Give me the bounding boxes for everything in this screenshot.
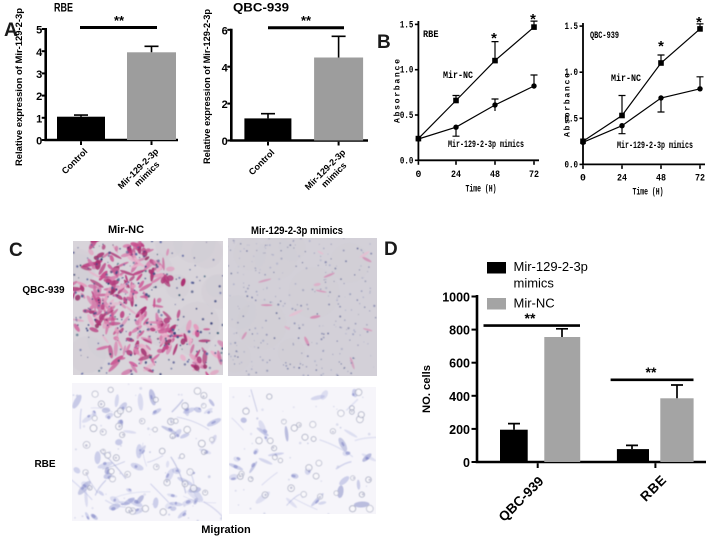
svg-text:Mir-NC: Mir-NC <box>611 73 641 85</box>
svg-text:0: 0 <box>580 172 586 183</box>
svg-text:NO. cells: NO. cells <box>421 365 433 413</box>
svg-text:**: ** <box>301 13 312 28</box>
svg-text:800: 800 <box>449 324 470 338</box>
svg-text:1.0: 1.0 <box>565 67 579 79</box>
svg-text:0: 0 <box>463 456 470 470</box>
svg-text:C: C <box>9 240 23 261</box>
svg-text:0.5: 0.5 <box>400 110 414 122</box>
svg-text:Mir-NC: Mir-NC <box>514 296 555 311</box>
svg-text:mimics: mimics <box>514 276 555 291</box>
svg-text:2: 2 <box>222 99 228 111</box>
svg-text:RBE: RBE <box>423 29 439 41</box>
svg-text:2: 2 <box>36 91 42 103</box>
svg-text:1: 1 <box>36 113 42 125</box>
svg-text:Relative expression of Mir-12: Relative expression of Mir-129-2-3p <box>14 7 24 166</box>
svg-text:B: B <box>377 32 391 53</box>
svg-text:72: 72 <box>529 169 539 180</box>
svg-text:**: ** <box>525 310 536 326</box>
svg-text:QBC-939: QBC-939 <box>233 3 289 15</box>
svg-text:D: D <box>384 239 398 260</box>
svg-text:QBC-939: QBC-939 <box>590 30 619 42</box>
svg-text:1.0: 1.0 <box>400 65 414 77</box>
svg-text:600: 600 <box>449 357 470 371</box>
svg-text:Mir-NC: Mir-NC <box>443 70 473 82</box>
svg-text:1000: 1000 <box>442 291 470 305</box>
svg-text:Mir-NC: Mir-NC <box>108 224 144 236</box>
svg-text:*: * <box>489 32 498 49</box>
svg-text:Mir-129-2-3p mimics: Mir-129-2-3p mimics <box>617 140 693 152</box>
svg-text:**: ** <box>646 364 657 380</box>
svg-text:RBE: RBE <box>54 3 73 15</box>
svg-text:Mir-129-2-3p: Mir-129-2-3p <box>514 259 588 274</box>
svg-text:24: 24 <box>617 172 627 183</box>
svg-text:*: * <box>528 13 537 30</box>
svg-text:48: 48 <box>490 169 500 180</box>
svg-text:**: ** <box>114 13 125 28</box>
svg-text:RBE: RBE <box>34 459 55 470</box>
svg-text:Mir-129-2-3p mimics: Mir-129-2-3p mimics <box>251 225 343 237</box>
svg-text:Time (H): Time (H) <box>633 186 664 198</box>
svg-text:A: A <box>4 20 18 41</box>
svg-text:48: 48 <box>656 172 666 183</box>
svg-text:0.5: 0.5 <box>565 113 579 125</box>
svg-text:400: 400 <box>449 390 470 404</box>
svg-text:Absorbance: Absorbance <box>563 73 573 137</box>
svg-text:*: * <box>694 16 703 33</box>
svg-text:0.0: 0.0 <box>400 155 414 167</box>
svg-text:QBC-939: QBC-939 <box>22 285 65 296</box>
svg-text:1.5: 1.5 <box>565 21 579 33</box>
svg-text:4: 4 <box>36 47 43 59</box>
svg-text:1.5: 1.5 <box>400 19 414 31</box>
svg-text:0.0: 0.0 <box>565 159 579 171</box>
svg-text:0: 0 <box>36 136 42 148</box>
svg-text:200: 200 <box>449 423 470 437</box>
svg-text:*: * <box>656 40 665 57</box>
svg-text:5: 5 <box>36 25 42 37</box>
svg-text:Absorbance: Absorbance <box>393 59 403 123</box>
svg-text:4: 4 <box>222 62 229 74</box>
svg-text:Time (H): Time (H) <box>466 183 497 195</box>
svg-text:0: 0 <box>415 169 421 180</box>
svg-text:24: 24 <box>451 169 461 180</box>
svg-text:72: 72 <box>695 172 705 183</box>
svg-text:6: 6 <box>222 25 228 37</box>
svg-text:3: 3 <box>36 69 42 81</box>
svg-text:Migration: Migration <box>201 524 251 536</box>
svg-text:Mir-129-2-3p mimics: Mir-129-2-3p mimics <box>448 139 524 151</box>
svg-text:Relative expression of Mir-1: Relative expression of Mir-129-2-3p <box>202 8 212 164</box>
svg-text:0: 0 <box>222 136 228 148</box>
